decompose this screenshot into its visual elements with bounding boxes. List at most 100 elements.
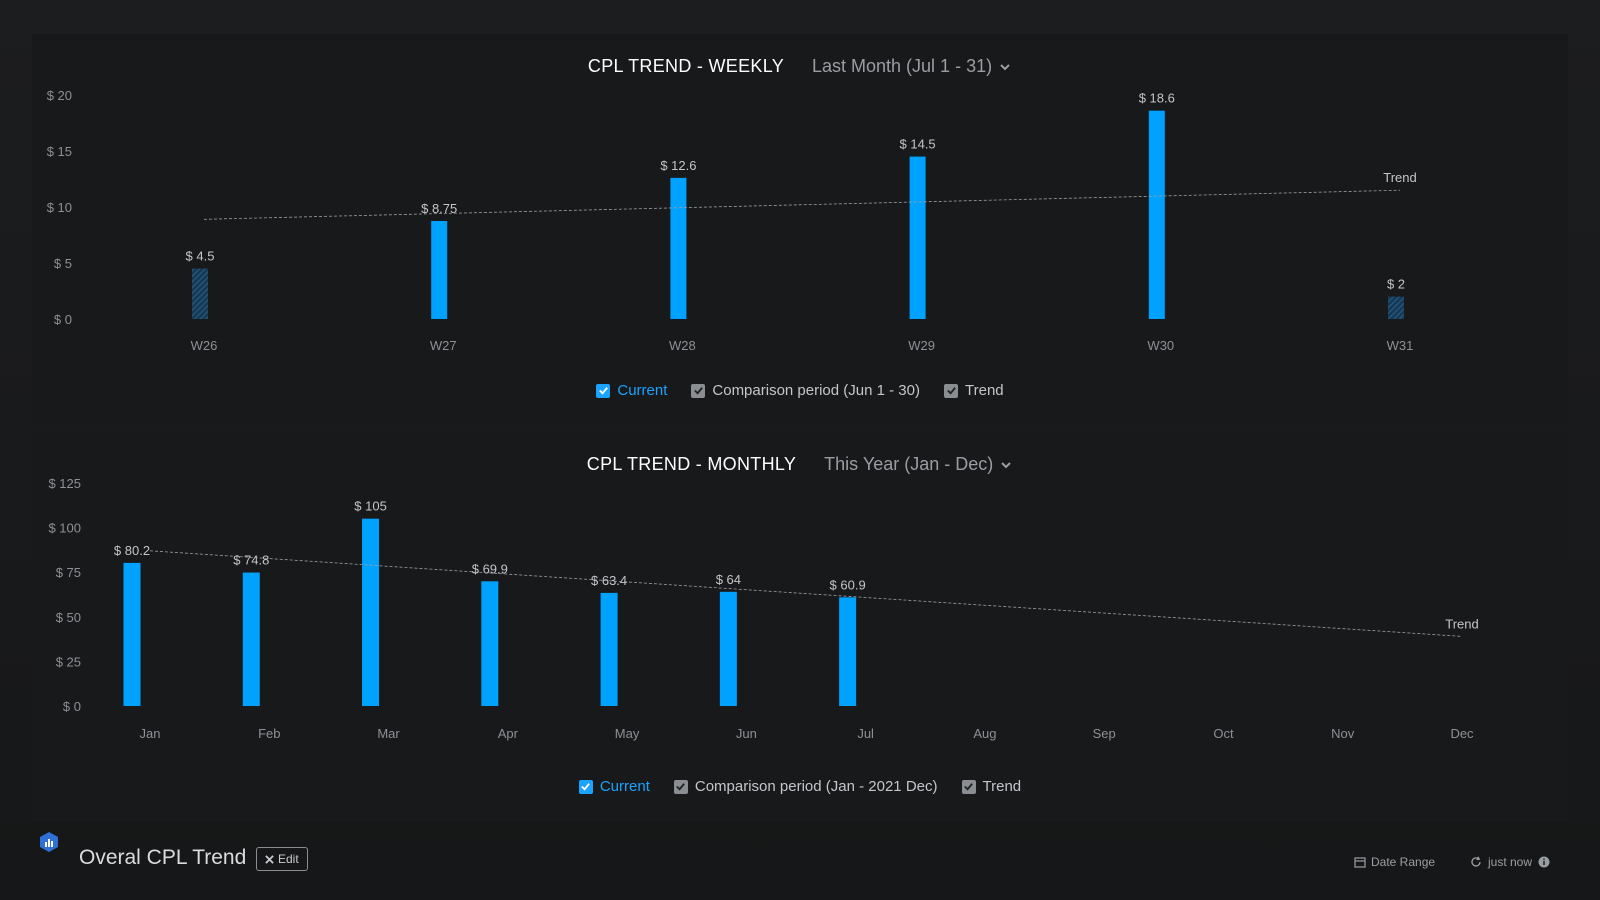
data-bar [600,592,618,706]
weekly-chart-header: CPL TREND - WEEKLY Last Month (Jul 1 - 3… [32,56,1568,77]
x-tick-label: May [615,726,640,741]
trend-line [149,550,1463,637]
close-icon [265,854,274,864]
monthly-chart-panel: CPL TREND - MONTHLY This Year (Jan - Dec… [32,432,1568,822]
edit-button-label: Edit [278,852,299,866]
x-tick-label: Dec [1450,726,1474,741]
legend-trend-toggle[interactable]: Trend [961,778,1022,795]
info-icon[interactable] [1538,856,1550,868]
widget-title: Overal CPL Trend [79,846,247,869]
trend-label: Trend [1445,616,1478,631]
legend-current-toggle[interactable]: Current [578,778,650,795]
legend-current-toggle[interactable]: Current [596,382,667,399]
refresh-icon[interactable] [1470,856,1482,868]
data-label: $ 12.6 [660,158,696,173]
checkbox-checked-icon [596,383,611,398]
data-label: $ 60.9 [830,577,866,592]
monthly-period-dropdown[interactable]: This Year (Jan - Dec) [824,454,1013,475]
checkbox-checked-icon [673,779,688,794]
weekly-chart-title: CPL TREND - WEEKLY [587,56,784,76]
y-tick-label: $ 0 [63,699,81,714]
legend-current-label: Current [599,778,650,795]
data-label: $ 69.9 [472,561,508,576]
x-tick-label: Jun [736,726,757,741]
data-bar [670,177,687,319]
data-bar [1148,110,1165,320]
x-tick-label: Apr [498,726,519,741]
date-range-button[interactable]: Date Range [1354,855,1435,869]
data-bar [909,156,926,319]
x-tick-label: W26 [191,338,218,353]
monthly-bar-chart: $ 0 $ 25 $ 50 $ 75 $ 100 $ 125 Jan Feb Mar Apr May… [48,476,1478,741]
data-label: $ 64 [716,572,741,587]
x-tick-label: Oct [1213,726,1234,741]
y-tick-label: $ 25 [56,654,81,669]
data-label: $ 80.2 [114,543,150,558]
weekly-bar-chart: $ 0 $ 5 $ 10 $ 15 $ 20 W26 W27 W28 W29 W30 W31 $ 4.… [47,88,1417,353]
x-tick-label: Aug [973,726,996,741]
monthly-legend: Current Comparison period (Jan - 2021 De… [32,778,1568,795]
chevron-down-icon [1001,461,1011,468]
data-bar [362,518,380,706]
chevron-down-icon [1000,63,1010,70]
refresh-time-label: just now [1488,855,1533,869]
data-label: $ 2 [1387,277,1405,292]
checkbox-checked-icon [578,779,593,794]
y-tick-label: $ 5 [54,256,72,271]
monthly-chart-header: CPL TREND - MONTHLY This Year (Jan - Dec… [32,454,1568,475]
weekly-period-dropdown[interactable]: Last Month (Jul 1 - 31) [812,56,1012,77]
partial-period-bar [1388,296,1404,319]
x-tick-label: W27 [430,338,457,353]
weekly-period-label: Last Month (Jul 1 - 31) [812,56,993,76]
data-bar [242,572,260,706]
data-label: $ 4.5 [186,249,215,264]
calendar-icon [1354,857,1366,868]
x-tick-label: Mar [377,726,400,741]
data-label: $ 18.6 [1139,91,1175,106]
monthly-period-label: This Year (Jan - Dec) [824,454,994,474]
legend-comparison-label: Comparison period (Jun 1 - 30) [712,382,920,399]
x-tick-label: W29 [908,338,935,353]
data-label: $ 74.8 [233,553,269,568]
edit-button[interactable]: Edit [256,847,308,871]
x-tick-label: W28 [669,338,696,353]
weekly-chart-panel: CPL TREND - WEEKLY Last Month (Jul 1 - 3… [32,34,1568,426]
data-label: $ 8.75 [421,201,457,216]
x-tick-label: W30 [1147,338,1174,353]
y-tick-label: $ 10 [47,200,72,215]
x-tick-label: Sep [1093,726,1116,741]
monthly-chart-title: CPL TREND - MONTHLY [586,454,797,474]
y-tick-label: $ 75 [56,565,81,580]
x-tick-label: Nov [1331,726,1355,741]
data-bar [481,581,499,706]
data-label: $ 14.5 [900,137,936,152]
y-tick-label: $ 15 [47,144,72,159]
checkbox-checked-icon [944,383,958,398]
weekly-legend: Current Comparison period (Jun 1 - 30) T… [32,382,1568,399]
legend-current-label: Current [617,382,668,399]
y-tick-label: $ 100 [48,521,81,536]
data-bar [839,597,857,706]
x-tick-label: Jul [857,726,874,741]
data-label: $ 105 [354,499,387,514]
date-range-label: Date Range [1371,855,1436,869]
x-tick-label: W31 [1387,338,1414,353]
legend-trend-toggle[interactable]: Trend [944,382,1004,399]
partial-period-bar [192,268,208,319]
legend-comparison-toggle[interactable]: Comparison period (Jun 1 - 30) [691,382,920,399]
data-bar [719,591,737,706]
y-tick-label: $ 20 [47,88,72,103]
y-tick-label: $ 125 [48,476,81,491]
y-tick-label: $ 50 [56,610,81,625]
checkbox-checked-icon [961,779,976,794]
x-tick-label: Feb [258,726,280,741]
data-bar [123,562,141,706]
refresh-status: just now [1470,855,1550,869]
legend-comparison-toggle[interactable]: Comparison period (Jan - 2021 Dec) [673,778,938,795]
legend-trend-label: Trend [965,382,1004,399]
legend-trend-label: Trend [982,778,1022,795]
y-tick-label: $ 0 [54,312,72,327]
legend-comparison-label: Comparison period (Jan - 2021 Dec) [694,778,938,795]
data-bar [431,221,448,319]
x-tick-label: Jan [140,726,161,741]
